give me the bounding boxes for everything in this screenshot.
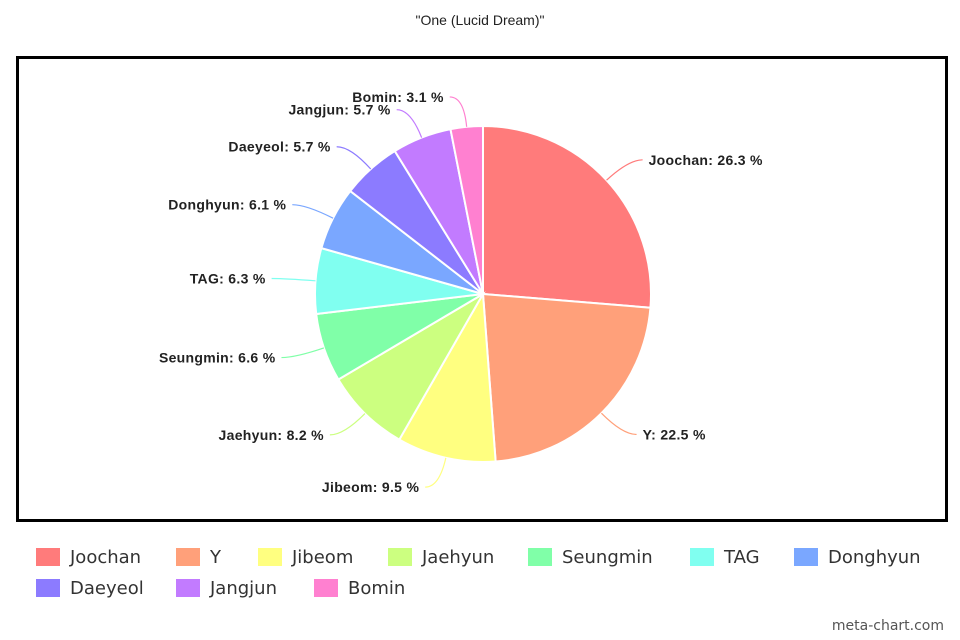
slice-label-jangjun: Jangjun: 5.7 % (288, 102, 390, 118)
legend-item-y[interactable]: Y (176, 546, 221, 568)
leader-line-jangjun (396, 109, 423, 138)
legend-swatch (36, 548, 60, 566)
legend-swatch (794, 548, 818, 566)
legend-item-seungmin[interactable]: Seungmin (528, 546, 653, 568)
legend-item-tag[interactable]: TAG (690, 546, 760, 568)
legend-item-jangjun[interactable]: Jangjun (176, 577, 277, 599)
pie-chart: Joochan: 26.3 % Y: 22.5 % Jibeom: 9.5 % Jae… (159, 89, 763, 495)
legend-item-joochan[interactable]: Joochan (36, 546, 141, 568)
leader-line-joochan (606, 159, 643, 181)
leader-line-daeyeol (336, 146, 372, 170)
slice-label-y: Y: 22.5 % (643, 426, 706, 442)
leader-line-donghyun (292, 204, 334, 219)
legend-label: Joochan (70, 546, 142, 568)
legend-item-jibeom[interactable]: Jibeom (258, 546, 353, 568)
legend-swatch (388, 548, 412, 566)
watermark: meta-chart.com (831, 618, 944, 634)
legend-item-bomin[interactable]: Bomin (314, 577, 405, 599)
legend-swatch (258, 548, 282, 566)
slice-label-daeyeol: Daeyeol: 5.7 % (228, 139, 330, 155)
legend-swatch (528, 548, 552, 566)
pie-slice-jaehyun (337, 291, 486, 442)
pie-slice-joochan (482, 124, 652, 309)
legend-label: Seungmin (562, 546, 653, 568)
leader-line-bomin (449, 96, 468, 127)
legend-item-donghyun[interactable]: Donghyun (794, 546, 921, 568)
legend-item-jaehyun[interactable]: Jaehyun (388, 546, 494, 568)
legend-label: Jangjun (210, 577, 277, 599)
leader-line-y (600, 412, 637, 436)
legend-label: TAG (724, 546, 760, 568)
chart-title: "One (Lucid Dream)" (415, 12, 545, 28)
legend-label: Bomin (348, 577, 406, 599)
legend-label: Jaehyun (422, 546, 495, 568)
legend-label: Donghyun (828, 546, 921, 568)
legend-swatch (690, 548, 714, 566)
slice-label-jibeom: Jibeom: 9.5 % (322, 479, 420, 495)
legend-label: Daeyeol (70, 577, 144, 599)
leader-line-seungmin (281, 347, 325, 359)
slice-label-donghyun: Donghyun: 6.1 % (168, 197, 286, 213)
legend-label: Y (210, 546, 221, 568)
slice-label-jaehyun: Jaehyun: 8.2 % (219, 427, 325, 443)
legend-swatch (314, 579, 338, 597)
slice-label-bomin: Bomin: 3.1 % (352, 89, 444, 105)
chart-frame: Joochan: 26.3 % Y: 22.5 % Jibeom: 9.5 % Jae… (16, 56, 948, 522)
slice-label-tag: TAG: 6.3 % (190, 270, 266, 286)
leader-line-tag (271, 277, 316, 282)
leader-line-jibeom (425, 457, 447, 488)
slice-label-joochan: Joochan: 26.3 % (649, 152, 763, 168)
legend-swatch (36, 579, 60, 597)
pie-slice-y (481, 292, 652, 463)
legend-label: Jibeom (292, 546, 354, 568)
legend-swatch (176, 548, 200, 566)
leader-line-jaehyun (329, 413, 366, 436)
slice-label-seungmin: Seungmin: 6.6 % (159, 350, 276, 366)
legend-item-daeyeol[interactable]: Daeyeol (36, 577, 144, 599)
pie-slice-bomin (449, 124, 484, 295)
legend-swatch (176, 579, 200, 597)
